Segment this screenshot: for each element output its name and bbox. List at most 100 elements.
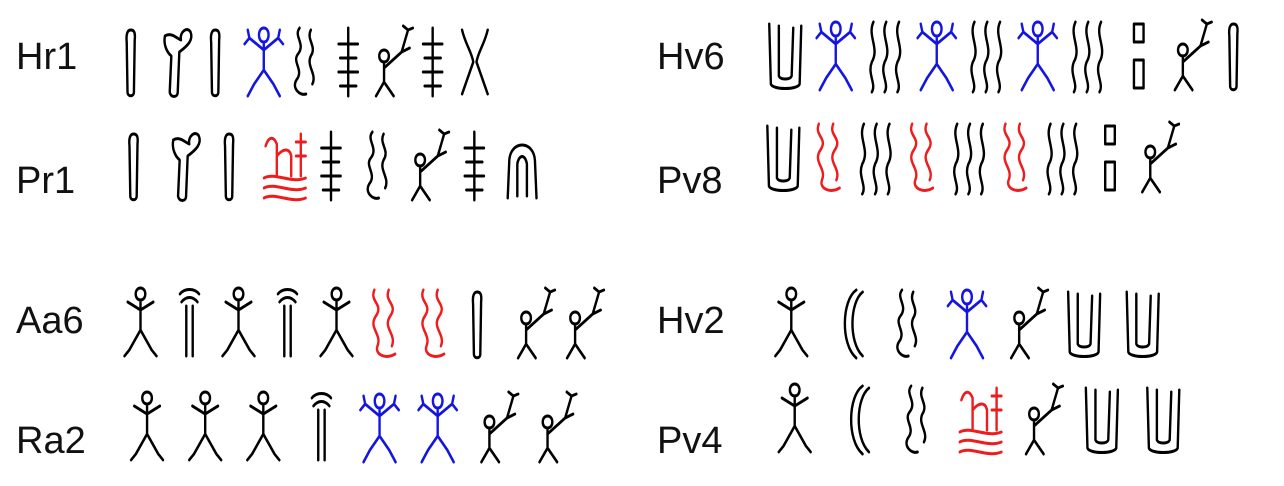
glyph-tree-figure: [958, 386, 1003, 456]
glyph-stroke: [1132, 22, 1145, 90]
glyph-stroke: [366, 130, 388, 200]
label-ra2: Ra2: [16, 420, 86, 462]
glyph-arch: [506, 143, 538, 200]
glyph-tree: [421, 26, 444, 98]
glyph-stroke: [337, 26, 360, 98]
glyph-stroke: [1009, 286, 1050, 360]
glyph-stroke: [916, 20, 958, 92]
glyph-stroke: [310, 392, 333, 462]
glyph-stroke: [777, 382, 812, 454]
glyph-stroke: [538, 390, 578, 464]
glyph-squiggle: [293, 26, 315, 96]
glyph-figure-small: [777, 382, 812, 454]
glyph-figure-hand: [565, 286, 606, 360]
glyph-stroke: [209, 28, 221, 98]
label-pr1: Pr1: [16, 160, 76, 202]
glyph-stroke: [869, 20, 902, 94]
glyph-figure-small: [187, 390, 223, 462]
glyph-coil: [421, 288, 446, 358]
glyph-stroke: [859, 122, 892, 196]
label-pv8: Pv8: [657, 160, 723, 202]
glyph-dot-pair: [1132, 22, 1145, 90]
glyph-stroke: [953, 122, 986, 196]
glyph-cup: [1146, 386, 1181, 454]
glyph-squiggle: [905, 384, 927, 454]
glyph-pole: [310, 392, 333, 462]
glyph-stroke: [1046, 122, 1079, 196]
glyph-stroke: [480, 390, 520, 464]
glyph-strip: [768, 18, 1239, 94]
glyph-stroke: [262, 132, 307, 202]
glyph-stroke: [129, 390, 165, 462]
glyph-wave: [1071, 20, 1104, 94]
glyph-stroke: [320, 130, 342, 202]
glyph-stroke: [1227, 22, 1239, 92]
glyph-strip: [766, 120, 1180, 196]
glyph-stroke: [905, 384, 927, 454]
glyph-bar: [223, 132, 235, 202]
glyph-cup: [766, 124, 801, 192]
glyph-figure-arms: [417, 392, 459, 464]
glyph-stroke: [850, 384, 871, 456]
label-hv6: Hv6: [657, 36, 725, 78]
glyph-cup: [1125, 290, 1160, 358]
glyph-stroke: [909, 122, 935, 192]
glyph-figure-arms: [815, 20, 857, 92]
glyph-stroke: [1146, 386, 1181, 454]
glyph-bar: [471, 290, 483, 360]
glyph-row-hv6: [760, 16, 1265, 96]
glyph-stroke: [896, 288, 918, 358]
glyph-stroke: [123, 286, 158, 358]
glyph-cup: [1066, 290, 1102, 358]
glyph-coil: [816, 122, 841, 192]
glyph-cup: [1084, 386, 1120, 454]
glyph-pole: [276, 288, 299, 358]
glyph-crook: [163, 28, 193, 98]
glyph-tree-figure: [262, 132, 307, 202]
glyph-stroke: [815, 20, 857, 92]
glyph-wave: [859, 122, 892, 196]
glyph-strip: [123, 286, 606, 360]
glyph-figure-small: [774, 286, 809, 358]
glyph-stroke: [178, 288, 201, 358]
glyph-stroke: [460, 28, 489, 96]
glyph-stroke: [171, 132, 201, 202]
glyph-tree: [320, 130, 342, 202]
glyph-coil: [909, 122, 935, 192]
glyph-stroke: [187, 390, 223, 462]
glyph-strip: [777, 382, 1181, 456]
glyph-stroke: [319, 286, 354, 358]
glyph-figure-arms: [359, 392, 400, 464]
glyph-figure-arms: [1017, 20, 1059, 92]
glyph-stroke: [243, 26, 285, 98]
glyph-figure-hand: [410, 128, 451, 202]
glyph-bracket: [843, 288, 864, 360]
glyph-fork: [460, 28, 489, 96]
glyph-stroke: [471, 290, 483, 360]
glyph-squiggle: [896, 288, 918, 358]
glyph-figure-small: [123, 286, 158, 358]
glyph-figure-arms: [946, 288, 988, 360]
glyph-wave: [953, 122, 986, 196]
glyph-row-hv2: [762, 284, 1172, 364]
glyph-stroke: [816, 122, 841, 192]
glyph-stroke: [1084, 386, 1120, 454]
glyph-crook: [171, 132, 201, 202]
glyph-tree: [337, 26, 360, 98]
glyph-stroke: [372, 288, 397, 358]
glyph-wave: [1046, 122, 1079, 196]
glyph-squiggle: [366, 130, 388, 200]
glyph-stroke: [128, 132, 139, 202]
glyph-pole: [178, 288, 201, 358]
glyph-stroke: [774, 286, 809, 358]
glyph-bar: [128, 132, 139, 202]
glyph-stroke: [1024, 382, 1065, 456]
glyph-figure-arms: [243, 26, 285, 98]
glyph-figure-small: [319, 286, 354, 358]
glyph-stroke: [463, 130, 486, 202]
glyph-dot-pair: [1104, 124, 1117, 192]
glyph-figure-hand: [374, 24, 415, 98]
glyph-coil: [1003, 122, 1028, 192]
glyph-stroke: [276, 288, 299, 358]
glyph-stroke: [1141, 120, 1180, 194]
